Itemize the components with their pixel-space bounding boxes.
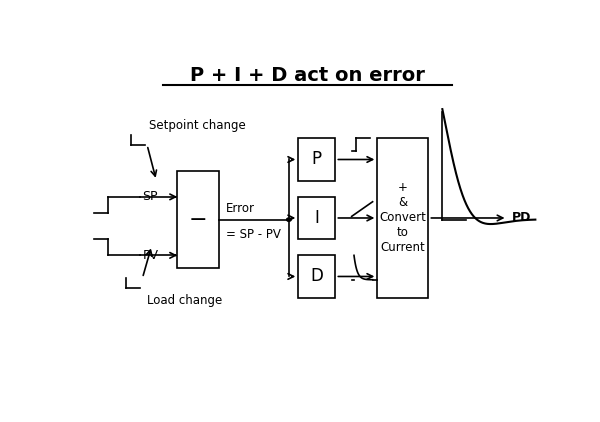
Text: −: − xyxy=(189,210,208,230)
Text: SP: SP xyxy=(142,190,158,203)
Text: Error: Error xyxy=(226,202,255,215)
Text: Load change: Load change xyxy=(147,294,223,307)
Text: PV: PV xyxy=(142,249,158,262)
FancyBboxPatch shape xyxy=(178,171,219,268)
Text: PD: PD xyxy=(512,211,532,225)
FancyBboxPatch shape xyxy=(377,138,428,298)
Circle shape xyxy=(287,218,291,221)
Text: = SP - PV: = SP - PV xyxy=(226,228,281,241)
Text: P: P xyxy=(312,151,322,168)
FancyBboxPatch shape xyxy=(298,197,335,239)
FancyBboxPatch shape xyxy=(298,138,335,181)
Text: +
&
Convert
to
Current: + & Convert to Current xyxy=(379,181,426,254)
FancyBboxPatch shape xyxy=(298,255,335,298)
Text: P + I + D act on error: P + I + D act on error xyxy=(190,65,425,84)
Text: D: D xyxy=(310,268,323,285)
Text: Setpoint change: Setpoint change xyxy=(149,119,246,132)
Text: I: I xyxy=(314,209,319,227)
